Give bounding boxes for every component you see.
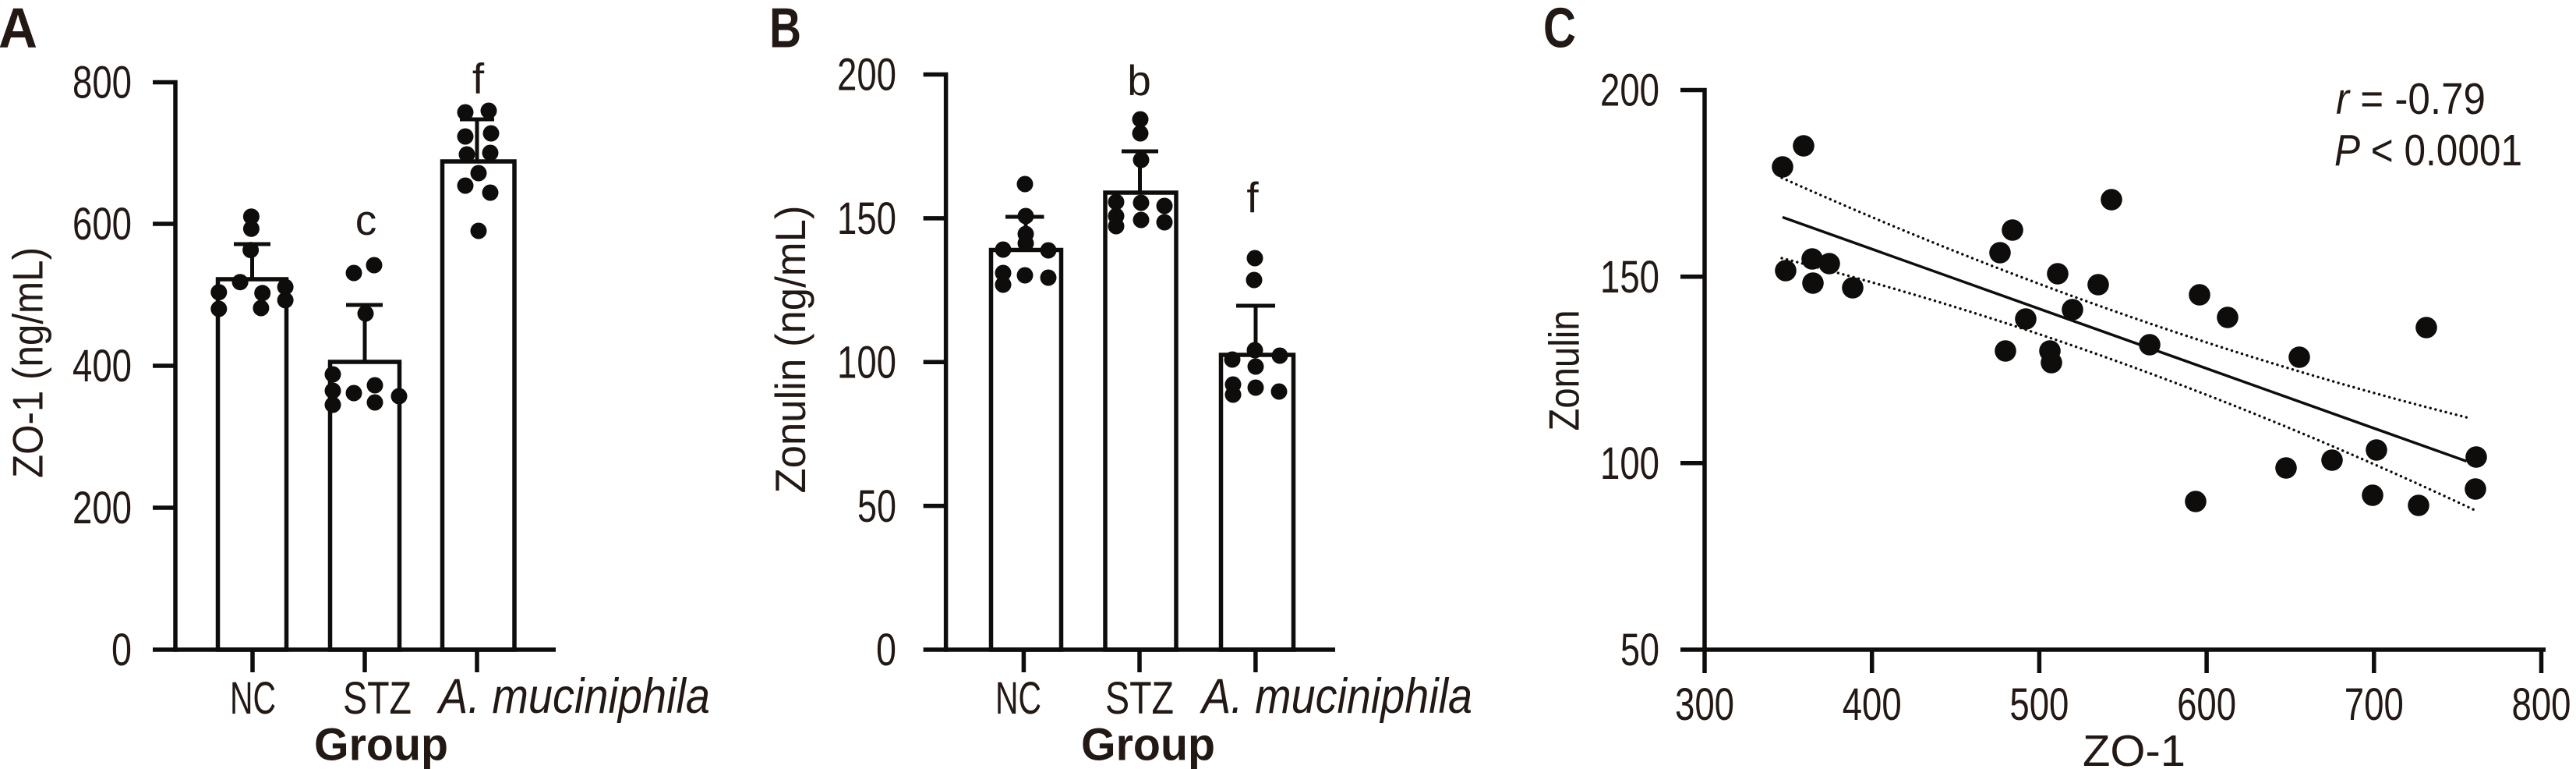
svg-text:100: 100	[837, 338, 896, 388]
svg-text:NC: NC	[995, 673, 1041, 724]
svg-text:A. muciniphila: A. muciniphila	[436, 669, 710, 724]
svg-text:0: 0	[876, 625, 896, 675]
svg-text:150: 150	[837, 193, 896, 244]
svg-text:600: 600	[2177, 679, 2236, 730]
svg-text:50: 50	[857, 481, 896, 532]
svg-text:600: 600	[72, 199, 132, 250]
svg-text:700: 700	[2345, 679, 2404, 730]
svg-text:200: 200	[837, 50, 896, 101]
svg-text:Zonulin (ng/mL): Zonulin (ng/mL)	[766, 206, 814, 494]
svg-text:500: 500	[2009, 679, 2069, 730]
svg-text:ZO-1: ZO-1	[2083, 726, 2186, 769]
svg-text:Group: Group	[314, 720, 448, 769]
svg-text:A: A	[0, 0, 37, 60]
svg-text:b: b	[1127, 56, 1151, 105]
svg-text:200: 200	[72, 483, 132, 533]
svg-text:STZ: STZ	[343, 673, 412, 724]
svg-text:800: 800	[2512, 679, 2571, 730]
svg-text:B: B	[769, 0, 801, 60]
svg-text:Zonulin: Zonulin	[1540, 310, 1588, 431]
svg-text:f: f	[1246, 173, 1259, 221]
svg-text:0: 0	[111, 625, 132, 675]
svg-text:f: f	[472, 55, 485, 103]
svg-text:C: C	[1543, 0, 1576, 60]
svg-text:50: 50	[1620, 625, 1659, 675]
svg-text:r = -0.79: r = -0.79	[2336, 74, 2486, 124]
svg-text:300: 300	[1675, 679, 1734, 730]
svg-text:Group: Group	[1081, 720, 1215, 769]
svg-text:ZO-1 (ng/mL): ZO-1 (ng/mL)	[4, 247, 52, 478]
svg-text:150: 150	[1600, 252, 1659, 303]
svg-text:800: 800	[72, 58, 132, 108]
svg-text:100: 100	[1600, 438, 1659, 489]
svg-text:P < 0.0001: P < 0.0001	[2334, 126, 2522, 175]
svg-text:NC: NC	[230, 673, 276, 724]
svg-text:400: 400	[72, 341, 132, 392]
svg-text:400: 400	[1843, 679, 1902, 730]
svg-text:A. muciniphila: A. muciniphila	[1199, 669, 1472, 724]
svg-text:200: 200	[1600, 66, 1659, 116]
svg-text:c: c	[355, 196, 377, 244]
svg-text:STZ: STZ	[1105, 673, 1174, 724]
